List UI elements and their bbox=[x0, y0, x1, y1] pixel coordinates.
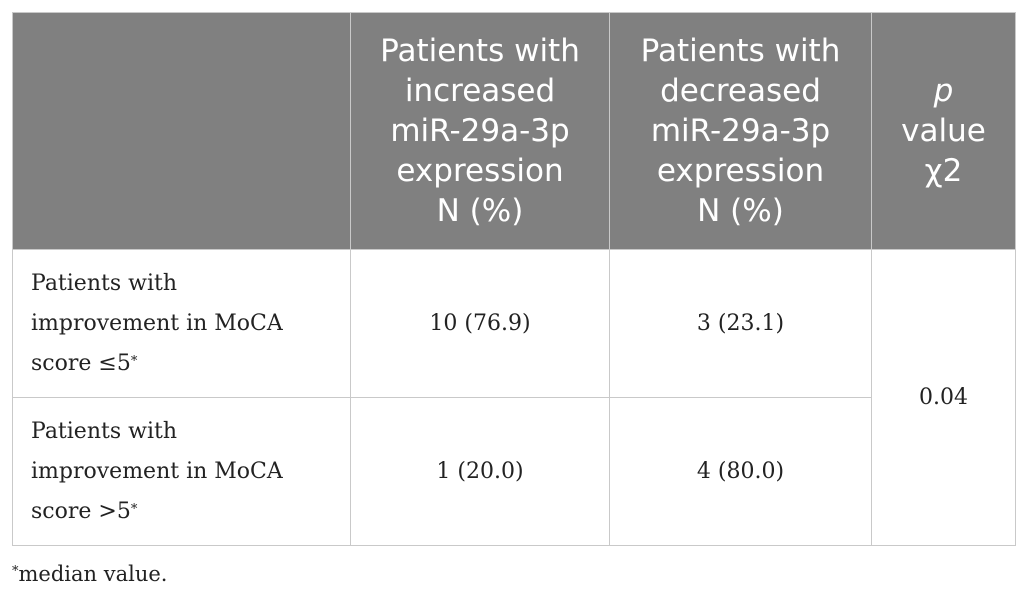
header-line: value bbox=[901, 113, 986, 149]
cell-decreased-moca-le5: 3 (23.1) bbox=[609, 249, 872, 398]
row-label-line: score ≤5 bbox=[31, 350, 131, 376]
header-row: Patients with increased miR-29a-3p expre… bbox=[12, 12, 1016, 250]
header-line: miR-29a-3p bbox=[650, 113, 831, 149]
header-line-p: p bbox=[933, 73, 954, 109]
footnote-mark: * bbox=[130, 501, 138, 517]
results-table: Patients with increased miR-29a-3p expre… bbox=[12, 12, 1016, 546]
row-label-line: improvement in MoCA bbox=[31, 310, 283, 336]
header-line: decreased bbox=[660, 73, 821, 109]
header-increased-expression: Patients with increased miR-29a-3p expre… bbox=[350, 12, 610, 250]
row-label-line: improvement in MoCA bbox=[31, 458, 283, 484]
row-label-line: score >5 bbox=[31, 498, 131, 524]
table-row: Patients with improvement in MoCA score … bbox=[12, 249, 1016, 546]
header-line: expression bbox=[396, 153, 564, 189]
row-label-line: Patients with bbox=[31, 418, 177, 444]
header-line: Patients with bbox=[640, 33, 841, 69]
header-empty-cell bbox=[12, 12, 351, 250]
row-label-moca-gt5: Patients with improvement in MoCA score … bbox=[12, 397, 351, 546]
header-line: χ2 bbox=[924, 153, 963, 189]
row-label-line: Patients with bbox=[31, 270, 177, 296]
header-decreased-expression: Patients with decreased miR-29a-3p expre… bbox=[609, 12, 872, 250]
header-line: Patients with bbox=[380, 33, 580, 69]
cell-p-value: 0.04 bbox=[871, 249, 1016, 546]
header-line: N (%) bbox=[436, 193, 524, 229]
row-label-moca-le5: Patients with improvement in MoCA score … bbox=[12, 249, 351, 398]
header-p-value: p value χ2 bbox=[871, 12, 1016, 250]
cell-increased-moca-le5: 10 (76.9) bbox=[350, 249, 610, 398]
footnote-mark: * bbox=[12, 564, 19, 579]
table-footnote: *median value. bbox=[12, 560, 167, 588]
cell-decreased-moca-gt5: 4 (80.0) bbox=[609, 397, 872, 546]
results-table-container: Patients with increased miR-29a-3p expre… bbox=[12, 12, 1016, 546]
footnote-text: median value. bbox=[18, 562, 168, 586]
header-line: expression bbox=[656, 153, 825, 189]
header-line: N (%) bbox=[697, 193, 784, 229]
cell-increased-moca-gt5: 1 (20.0) bbox=[350, 397, 610, 546]
header-line: increased bbox=[404, 73, 556, 109]
footnote-mark: * bbox=[130, 353, 138, 369]
table-row: Patients with improvement in MoCA score … bbox=[12, 397, 1016, 546]
header-line: miR-29a-3p bbox=[390, 113, 570, 149]
